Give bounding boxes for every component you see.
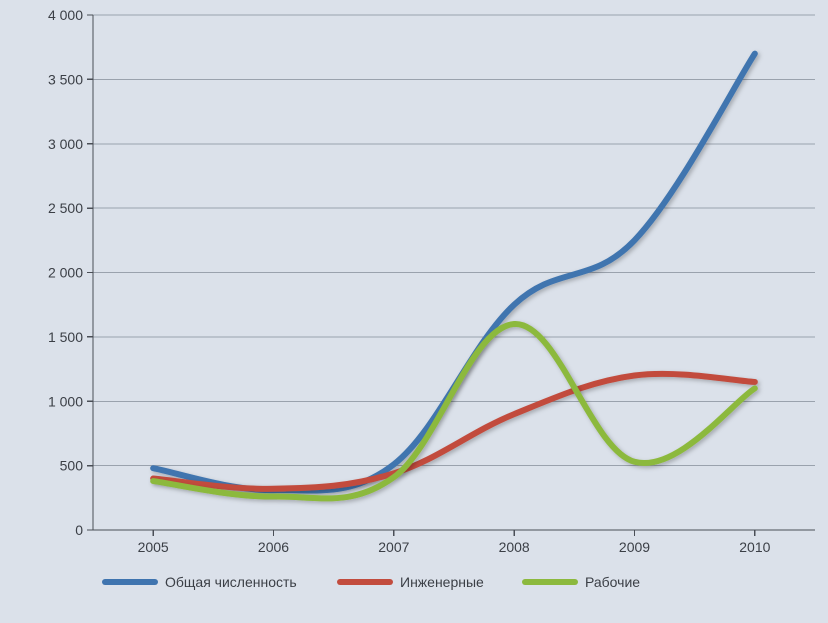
chart-svg: 0 500 1 000 1 500 2 000 2 500 3 000 3 500 4 000 2…: [0, 0, 828, 623]
x-tick-label: 2007: [378, 539, 409, 555]
x-tick-label: 2005: [138, 539, 169, 555]
x-tick-label: 2010: [739, 539, 770, 555]
y-tick-label: 2 500: [48, 200, 83, 216]
y-tick-label: 0: [75, 522, 83, 538]
y-tick-label: 4 000: [48, 7, 83, 23]
legend-label: Рабочие: [585, 574, 640, 590]
line-chart: 0 500 1 000 1 500 2 000 2 500 3 000 3 500 4 000 2…: [0, 0, 828, 623]
legend-label: Общая численность: [165, 574, 297, 590]
x-tick-label: 2009: [619, 539, 650, 555]
y-tick-label: 1 000: [48, 393, 83, 409]
y-tick-label: 500: [60, 458, 84, 474]
x-tick-label: 2008: [499, 539, 530, 555]
series-line-workers: [153, 324, 755, 498]
legend-label: Инженерные: [400, 574, 484, 590]
y-tick-label: 3 500: [48, 71, 83, 87]
y-tick-label: 3 000: [48, 136, 83, 152]
y-tick-label: 2 000: [48, 265, 83, 281]
y-tick-label: 1 500: [48, 329, 83, 345]
x-tick-label: 2006: [258, 539, 289, 555]
